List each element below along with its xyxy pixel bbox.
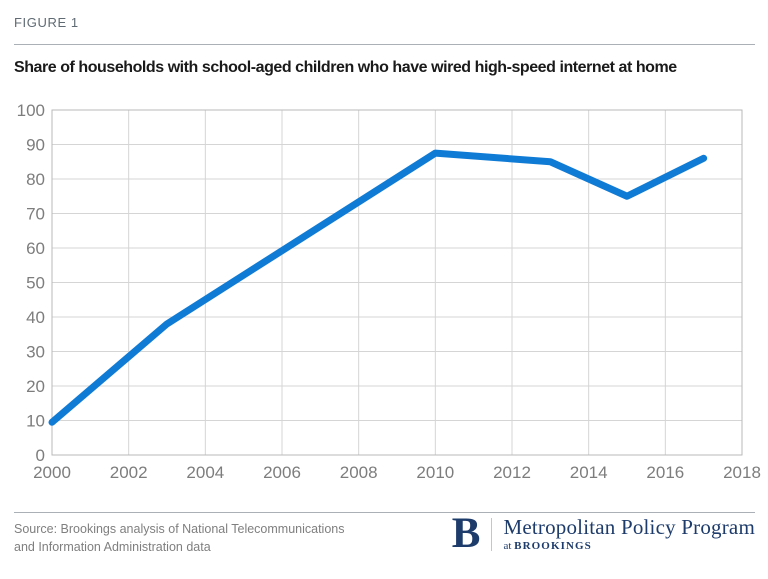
y-tick-label: 60 [26, 239, 45, 258]
y-tick-label: 20 [26, 377, 45, 396]
logo-at: at [503, 540, 515, 552]
data-line [48, 149, 708, 426]
line-chart: 0 10 20 30 40 50 60 70 80 90 100 2000 2002 2004 2006 20… [17, 101, 761, 482]
x-tick-label: 2012 [493, 463, 531, 482]
header-divider [14, 44, 755, 45]
brookings-b-icon: B [451, 510, 481, 557]
y-tick-label: 10 [26, 412, 45, 431]
y-tick-label: 80 [26, 170, 45, 189]
logo-divider [491, 518, 493, 551]
chart-title: Share of households with school-aged chi… [14, 59, 677, 76]
brookings-logo: B Metropolitan Policy Program at BROOKIN… [451, 510, 755, 557]
source-note: Source: Brookings analysis of National T… [14, 521, 345, 556]
figure-label: FIGURE 1 [14, 15, 79, 30]
x-tick-label: 2000 [33, 463, 71, 482]
logo-text: Metropolitan Policy Program at BROOKINGS [503, 516, 755, 552]
x-tick-label: 2016 [646, 463, 684, 482]
y-tick-label: 90 [26, 136, 45, 155]
y-tick-label: 70 [26, 205, 45, 224]
source-line-1: Source: Brookings analysis of National T… [14, 522, 345, 536]
logo-program-name: Metropolitan Policy Program [503, 515, 755, 539]
y-tick-label: 100 [17, 101, 45, 120]
y-tick-label: 30 [26, 343, 45, 362]
source-line-2: and Information Administration data [14, 539, 211, 554]
x-tick-label: 2006 [263, 463, 301, 482]
y-tick-label: 40 [26, 308, 45, 327]
plot-border [51, 109, 743, 456]
y-tick-label: 0 [36, 446, 45, 465]
logo-brookings: BROOKINGS [514, 540, 592, 552]
x-tick-label: 2002 [110, 463, 148, 482]
x-tick-label: 2010 [416, 463, 454, 482]
footer-divider [14, 512, 755, 513]
x-tick-label: 2018 [723, 463, 761, 482]
logo-subtitle: at BROOKINGS [503, 540, 755, 552]
x-tick-label: 2008 [340, 463, 378, 482]
y-tick-label: 50 [26, 274, 45, 293]
x-tick-label: 2004 [186, 463, 224, 482]
x-tick-label: 2014 [570, 463, 608, 482]
